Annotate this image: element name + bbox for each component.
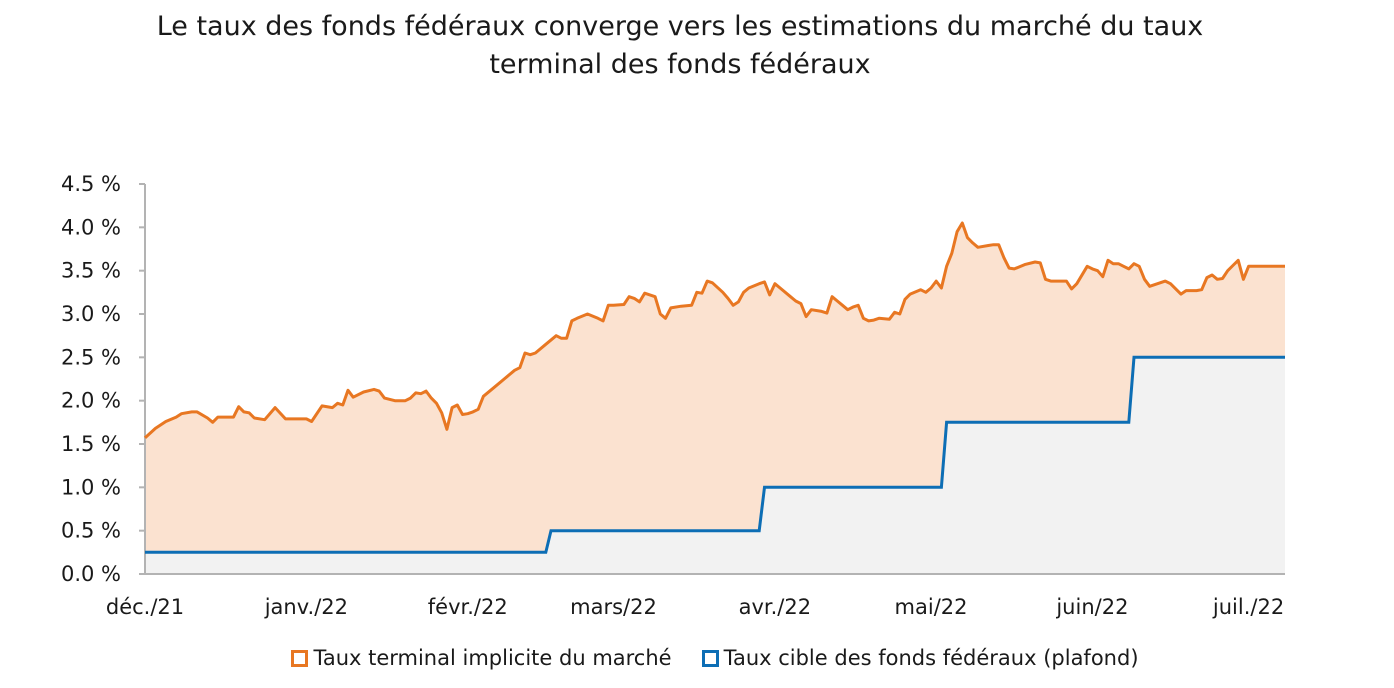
y-tick-label: 4.5 % bbox=[61, 172, 121, 196]
x-axis-ticks: déc./21 janv./22 févr./22 mars/22 avr./22 mai… bbox=[106, 595, 1284, 619]
chart-title: Le taux des fonds fédéraux converge vers… bbox=[0, 8, 1360, 84]
y-tick-label: 3.0 % bbox=[61, 302, 121, 326]
chart-title-line-1: Le taux des fonds fédéraux converge vers… bbox=[156, 11, 1204, 42]
x-tick-label: févr./22 bbox=[428, 595, 508, 619]
legend-swatch-orange-icon bbox=[291, 649, 309, 667]
y-tick-label: 1.0 % bbox=[61, 475, 121, 499]
chart-title-line-2: terminal des fonds fédéraux bbox=[489, 49, 871, 80]
y-tick-label: 1.5 % bbox=[61, 432, 121, 456]
x-tick-label: avr./22 bbox=[739, 595, 811, 619]
fed-rate-area bbox=[145, 357, 1285, 574]
y-tick-label: 2.0 % bbox=[61, 389, 121, 413]
market-rate-line bbox=[143, 221, 1285, 440]
legend: Taux terminal implicite du marché Taux c… bbox=[0, 646, 1394, 670]
y-tick-label: 0.0 % bbox=[61, 562, 121, 586]
x-tick-label: mars/22 bbox=[570, 595, 657, 619]
legend-item-market: Taux terminal implicite du marché bbox=[291, 646, 672, 670]
y-tick-label: 0.5 % bbox=[61, 519, 121, 543]
x-tick-label: mai/22 bbox=[895, 595, 968, 619]
y-tick-label: 4.0 % bbox=[61, 215, 121, 239]
fed-rate-line bbox=[145, 355, 1285, 554]
legend-label-fed: Taux cible des fonds fédéraux (plafond) bbox=[723, 646, 1139, 670]
legend-swatch-blue-icon bbox=[701, 649, 719, 667]
x-tick-label: juin/22 bbox=[1055, 595, 1128, 619]
legend-label-market: Taux terminal implicite du marché bbox=[313, 646, 672, 670]
x-tick-label: juil./22 bbox=[1212, 595, 1284, 619]
x-tick-label: janv./22 bbox=[264, 595, 348, 619]
y-axis-ticks: 0.0 % 0.5 % 1.0 % 1.5 % 2.0 % 2.5 % 3.0 % 3.5 %… bbox=[61, 172, 145, 586]
legend-item-fed: Taux cible des fonds fédéraux (plafond) bbox=[701, 646, 1139, 670]
x-tick-label: déc./21 bbox=[106, 595, 184, 619]
y-tick-label: 3.5 % bbox=[61, 259, 121, 283]
y-tick-label: 2.5 % bbox=[61, 345, 121, 369]
